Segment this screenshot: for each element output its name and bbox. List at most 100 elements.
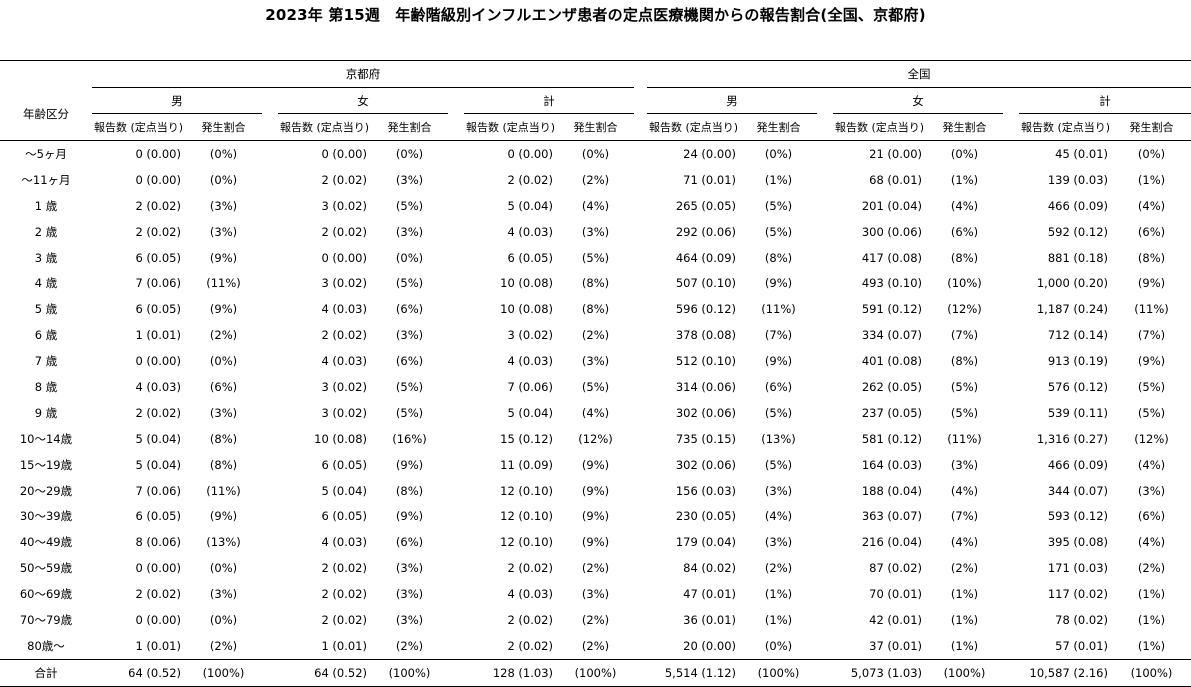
- sub-header-report: 報告数 (定点当り): [92, 113, 185, 141]
- table-row: 4 歳 7 (0.06) (11%) 3 (0.02) (5%) 10 (0.08) (8%…: [0, 270, 1191, 296]
- report-count-cell: 171 (0.03): [1047, 561, 1108, 576]
- report-count-cell: 4 (0.03): [321, 535, 367, 550]
- report-count-cell: 2 (0.02): [507, 172, 553, 187]
- age-label: 4 歳: [34, 276, 58, 291]
- sex-header-z-male: 男: [647, 87, 817, 114]
- report-count-cell: 139 (0.03): [1047, 172, 1108, 187]
- rate-cell: (8%): [950, 354, 979, 369]
- report-count-cell: 581 (0.12): [861, 431, 922, 446]
- report-count-cell: 712 (0.14): [1047, 328, 1108, 343]
- rate-cell: (0%): [950, 146, 979, 161]
- report-count-cell: 12 (0.10): [500, 535, 553, 550]
- age-label: 1 歳: [34, 198, 58, 213]
- report-count-cell: 5 (0.04): [507, 405, 553, 420]
- rate-cell: (9%): [764, 354, 793, 369]
- report-count-cell: 591 (0.12): [861, 302, 922, 317]
- rate-cell: (4%): [1137, 198, 1166, 213]
- report-count-cell: 2 (0.02): [135, 587, 181, 602]
- rate-cell: (5%): [764, 457, 793, 472]
- rate-cell: (9%): [209, 302, 238, 317]
- report-count-cell: 466 (0.09): [1047, 198, 1108, 213]
- report-count-cell: 507 (0.10): [675, 276, 736, 291]
- table-row: 70～79歳 0 (0.00) (0%) 2 (0.02) (3%) 2 (0.02) (2…: [0, 607, 1191, 633]
- rate-cell: (8%): [581, 302, 610, 317]
- rate-cell: (8%): [395, 483, 424, 498]
- report-count-cell: 6 (0.05): [321, 457, 367, 472]
- sex-header-z-female: 女: [833, 87, 1003, 114]
- age-label: ～5ヶ月: [25, 146, 67, 161]
- report-count-cell: 7 (0.06): [135, 276, 181, 291]
- report-count-cell: 302 (0.06): [675, 405, 736, 420]
- rate-cell: (5%): [581, 379, 610, 394]
- report-count-cell: 401 (0.08): [861, 354, 922, 369]
- rate-cell: (3%): [764, 535, 793, 550]
- rate-cell: (100%): [926, 658, 1003, 687]
- rate-cell: (6%): [950, 224, 979, 239]
- rate-cell: (9%): [395, 457, 424, 472]
- table-row: ～11ヶ月 0 (0.00) (0%) 2 (0.02) (3%) 2 (0.02) (2%…: [0, 167, 1191, 193]
- rate-cell: (3%): [950, 457, 979, 472]
- sub-header-report: 報告数 (定点当り): [464, 113, 557, 141]
- rate-cell: (0%): [395, 250, 424, 265]
- rate-cell: (5%): [764, 198, 793, 213]
- rate-cell: (3%): [209, 198, 238, 213]
- report-count-cell: 1 (0.01): [135, 638, 181, 653]
- report-count-cell: 68 (0.01): [869, 172, 922, 187]
- rate-cell: (11%): [1134, 302, 1169, 317]
- rate-cell: (0%): [209, 172, 238, 187]
- rate-cell: (11%): [947, 431, 982, 446]
- rate-cell: (7%): [950, 509, 979, 524]
- report-count-cell: 5 (0.04): [135, 431, 181, 446]
- rate-cell: (2%): [209, 638, 238, 653]
- rate-cell: (4%): [950, 535, 979, 550]
- rate-cell: (2%): [209, 328, 238, 343]
- rate-cell: (0%): [209, 146, 238, 161]
- table-row: 2 歳 2 (0.02) (3%) 2 (0.02) (3%) 4 (0.03) (3%) 2…: [0, 219, 1191, 245]
- rate-cell: (3%): [764, 483, 793, 498]
- sub-header-rate: 発生割合: [926, 113, 1003, 141]
- sub-header-rate: 発生割合: [740, 113, 817, 141]
- report-count-cell: 117 (0.02): [1047, 587, 1108, 602]
- rate-cell: (5%): [395, 405, 424, 420]
- rate-cell: (100%): [371, 658, 448, 687]
- rate-cell: (4%): [1137, 535, 1166, 550]
- report-count-cell: 179 (0.04): [675, 535, 736, 550]
- age-label: 50～59歳: [19, 561, 73, 576]
- report-count-cell: 417 (0.08): [861, 250, 922, 265]
- report-count-cell: 0 (0.00): [135, 612, 181, 627]
- report-count-cell: 262 (0.05): [861, 379, 922, 394]
- report-count-cell: 7 (0.06): [135, 483, 181, 498]
- rate-cell: (2%): [1137, 561, 1166, 576]
- report-count-cell: 10,587 (2.16): [1019, 658, 1112, 687]
- report-count-cell: 2 (0.02): [135, 198, 181, 213]
- rate-cell: (5%): [395, 198, 424, 213]
- rate-cell: (9%): [581, 483, 610, 498]
- rate-cell: (100%): [185, 658, 262, 687]
- rate-cell: (2%): [581, 328, 610, 343]
- report-count-cell: 3 (0.02): [321, 276, 367, 291]
- age-label: 7 歳: [34, 354, 58, 369]
- rate-cell: (6%): [1137, 224, 1166, 239]
- rate-cell: (7%): [950, 328, 979, 343]
- rate-cell: (3%): [395, 328, 424, 343]
- age-label: 10～14歳: [19, 431, 73, 446]
- rate-cell: (0%): [395, 146, 424, 161]
- table-row: 40～49歳 8 (0.06) (13%) 4 (0.03) (6%) 12 (0.10)…: [0, 529, 1191, 555]
- age-column-header: 年齢区分: [0, 87, 92, 141]
- region-national-header: 全国: [647, 60, 1191, 88]
- age-label: 合計: [0, 658, 92, 687]
- report-count-cell: 2 (0.02): [321, 224, 367, 239]
- age-label: 40～49歳: [19, 535, 73, 550]
- report-count-cell: 466 (0.09): [1047, 457, 1108, 472]
- report-count-cell: 15 (0.12): [500, 431, 553, 446]
- report-count-cell: 493 (0.10): [861, 276, 922, 291]
- rate-cell: (5%): [950, 405, 979, 420]
- report-count-cell: 7 (0.06): [507, 379, 553, 394]
- table-body: ～5ヶ月 0 (0.00) (0%) 0 (0.00) (0%) 0 (0.00) (0%)…: [0, 141, 1191, 687]
- rate-cell: (8%): [764, 250, 793, 265]
- report-count-cell: 300 (0.06): [861, 224, 922, 239]
- report-count-cell: 21 (0.00): [869, 146, 922, 161]
- report-count-cell: 593 (0.12): [1047, 509, 1108, 524]
- rate-cell: (0%): [1137, 146, 1166, 161]
- rate-cell: (3%): [1137, 483, 1166, 498]
